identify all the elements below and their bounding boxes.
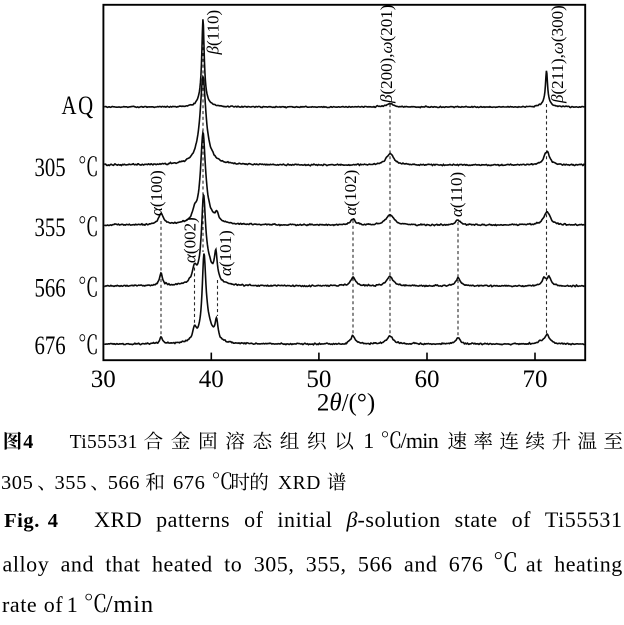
svg-text:355: 355 <box>55 472 87 494</box>
svg-text:α(002): α(002) <box>181 217 200 263</box>
svg-text:355,: 355, <box>306 552 347 577</box>
svg-text:of: of <box>244 507 264 532</box>
svg-text:/min: /min <box>401 428 439 453</box>
svg-text:initial: initial <box>277 507 332 532</box>
svg-text:Fig.: Fig. <box>4 510 40 532</box>
svg-text:50: 50 <box>306 366 331 393</box>
svg-text:676: 676 <box>35 332 66 361</box>
svg-text:of: of <box>44 592 64 617</box>
svg-text:α(100): α(100) <box>147 170 166 216</box>
svg-text:305: 305 <box>1 472 33 494</box>
svg-text:566: 566 <box>358 552 393 577</box>
svg-text:rate: rate <box>2 592 37 617</box>
svg-text:1: 1 <box>363 428 374 453</box>
svg-text:state: state <box>455 507 498 532</box>
svg-text:/min: /min <box>106 591 154 618</box>
svg-text:heated: heated <box>152 552 213 577</box>
svg-text:40: 40 <box>199 366 224 393</box>
svg-text:355: 355 <box>35 214 66 243</box>
svg-text:at: at <box>526 552 543 577</box>
svg-text:305,: 305, <box>254 552 295 577</box>
svg-text:AQ: AQ <box>62 92 95 121</box>
svg-text:α(102): α(102) <box>341 170 360 216</box>
svg-text:305: 305 <box>35 154 66 183</box>
svg-text:-solution: -solution <box>357 507 440 532</box>
svg-text:and: and <box>404 552 437 577</box>
svg-text:1: 1 <box>67 592 79 617</box>
svg-text:patterns: patterns <box>156 507 230 532</box>
svg-text:4: 4 <box>48 510 59 532</box>
svg-text:β(200),ω(201): β(200),ω(201) <box>377 5 396 104</box>
svg-text:heating: heating <box>554 552 623 577</box>
svg-text:α(101): α(101) <box>216 230 235 276</box>
svg-text:Ti55531: Ti55531 <box>70 432 138 453</box>
svg-text:to: to <box>224 552 242 577</box>
svg-text:β(211),ω(300): β(211),ω(300) <box>548 5 567 104</box>
svg-text:of: of <box>512 507 532 532</box>
svg-text:and: and <box>61 552 94 577</box>
svg-text:566: 566 <box>35 274 66 303</box>
svg-text:β(110): β(110) <box>204 10 223 56</box>
svg-text:XRD: XRD <box>278 473 321 494</box>
svg-text:alloy: alloy <box>3 552 50 577</box>
svg-text:β: β <box>346 507 358 532</box>
svg-text:4: 4 <box>23 431 33 453</box>
svg-text:Ti55531: Ti55531 <box>545 507 623 532</box>
svg-text:α(110): α(110) <box>447 172 466 217</box>
svg-text:60: 60 <box>415 366 440 393</box>
svg-text:70: 70 <box>523 366 548 393</box>
svg-text:XRD: XRD <box>94 507 142 532</box>
svg-text:30: 30 <box>91 366 116 393</box>
svg-text:that: that <box>105 552 140 577</box>
svg-text:676: 676 <box>173 472 205 494</box>
svg-text:566: 566 <box>108 472 140 494</box>
svg-text:2θ/(°): 2θ/(°) <box>317 390 375 417</box>
svg-text:676: 676 <box>449 552 484 577</box>
